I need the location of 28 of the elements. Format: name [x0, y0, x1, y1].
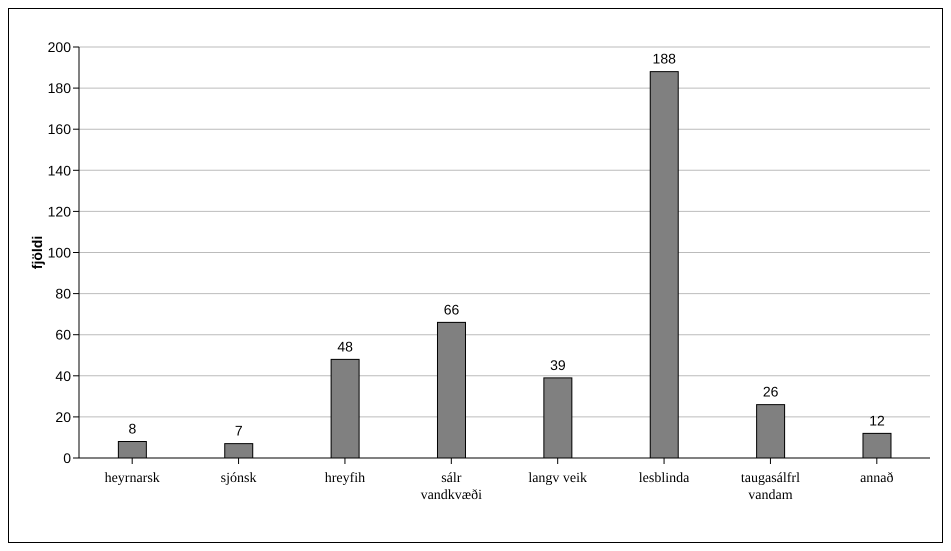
x-tick-label: heyrnarsk: [104, 471, 160, 486]
x-tick-label: lesblinda: [638, 471, 690, 486]
y-tick-label: 80: [55, 286, 72, 302]
data-label: 12: [869, 412, 885, 428]
y-tick-label: 60: [55, 326, 72, 343]
y-tick-label: 140: [48, 162, 72, 178]
x-tick-label: annað: [860, 471, 894, 486]
data-label: 188: [652, 50, 676, 67]
data-label: 7: [234, 422, 243, 439]
data-label: 8: [128, 420, 136, 437]
y-tick-label: 120: [48, 203, 72, 220]
y-tick-label: 0: [63, 450, 72, 466]
data-label: 66: [444, 301, 460, 318]
y-tick-label: 180: [48, 80, 72, 96]
y-axis-title: fjöldi: [28, 236, 45, 270]
x-tick-label: sálr vandkvæði: [420, 471, 482, 503]
x-tick-label: taugasálfrl vandam: [740, 471, 800, 503]
data-label: 48: [337, 338, 354, 354]
x-tick-label: langv veik: [528, 471, 588, 486]
y-tick-label: 200: [48, 38, 72, 55]
data-label: 39: [550, 356, 566, 373]
x-tick-label: hreyfih: [324, 471, 366, 486]
x-tick-label: sjónsk: [220, 471, 256, 486]
y-tick-label: 40: [55, 368, 72, 384]
y-tick-label: 100: [48, 244, 72, 260]
data-label: 26: [762, 384, 779, 400]
y-tick-label: 20: [55, 408, 72, 425]
y-tick-label: 160: [48, 121, 72, 138]
